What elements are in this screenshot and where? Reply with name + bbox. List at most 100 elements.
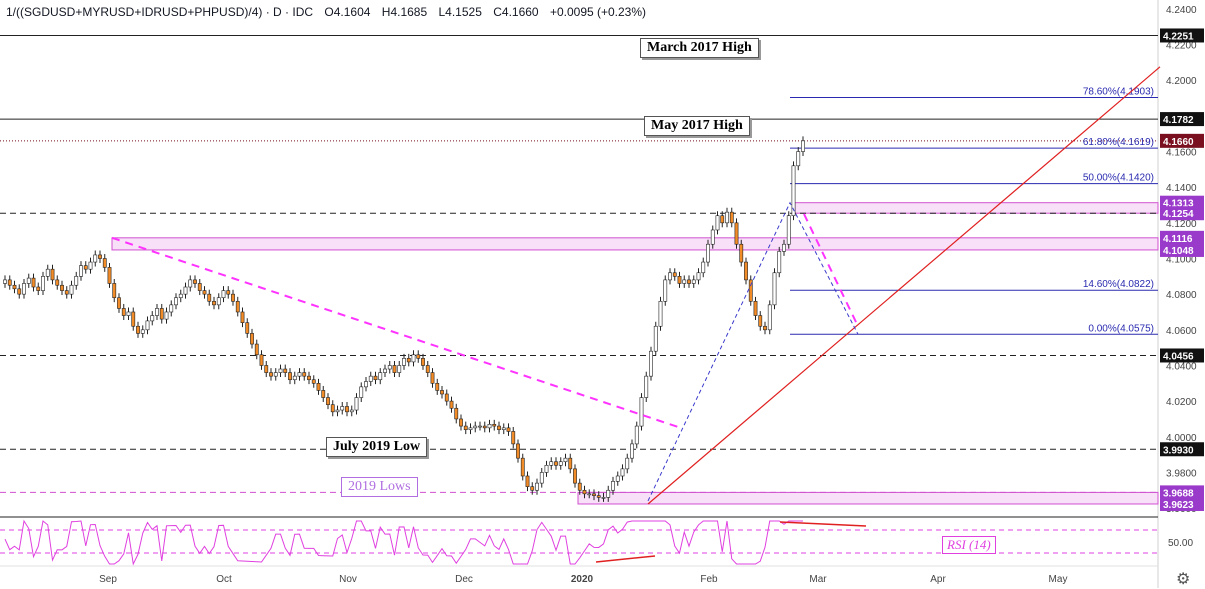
candle-body [687,279,691,284]
candle-body [487,423,492,429]
candle-body [535,482,539,491]
candle-body [725,211,729,224]
y-tick-label: 4.0400 [1166,361,1197,372]
rsi-indicator-label: RSI (14) [942,536,996,554]
x-tick-label: Sep [99,574,117,585]
candle-body [155,308,159,316]
candle-body [497,425,501,430]
candle-body [202,290,207,295]
candle-body [383,368,387,373]
candle-body [102,258,107,268]
candle-body [107,267,112,284]
candle-body [259,354,264,366]
price-tag [1160,442,1204,457]
rsi-divergence-high [779,521,867,527]
candle-body [444,393,449,402]
candle-body [582,489,587,495]
candle-body [739,243,744,263]
candle-body [292,375,297,381]
candle-body [744,261,748,281]
candle-body [140,329,145,334]
price-tag-label: 4.1660 [1163,137,1194,148]
candle-body [164,311,169,320]
candle-body [587,493,592,496]
upper-zone [794,202,1159,214]
candle-body [226,290,231,295]
candle-body [307,375,311,381]
candle-body [26,277,31,284]
candle-body [492,423,497,427]
fib-label: 78.60%(4.1903) [1083,87,1154,98]
candle-body [183,286,188,295]
candle-body [12,284,17,290]
low-value: L4.1525 [438,5,482,19]
rsi-line [4,519,803,566]
candle-body [563,457,568,463]
candle-body [302,372,307,377]
y-tick-label: 4.0200 [1166,397,1197,408]
y-tick-label: 4.0000 [1166,433,1197,444]
candle-body [69,284,74,295]
candle-body [212,300,216,306]
candle-body [791,165,796,217]
candle-body [416,354,421,359]
candle-body [682,279,687,284]
candle-body [402,358,406,366]
candle-body [706,243,710,263]
candle-body [297,372,302,377]
x-tick-label: 2020 [571,574,594,585]
march-2017-high-label: March 2017 High [640,38,759,58]
candle-body [83,265,88,270]
candle-body [506,427,511,432]
candle-body [378,372,383,381]
candle-body [406,358,411,363]
candle-body [197,283,202,291]
candle-body [316,382,321,391]
fib-label: 50.00%(4.1420) [1083,173,1154,184]
candle-body [273,372,278,377]
candle-body [454,407,459,420]
candle-body [145,320,150,331]
y-tick-label: 3.9800 [1166,468,1197,479]
y-tick-label: 4.2200 [1166,41,1197,52]
candle-body [573,468,577,484]
candle-body [98,254,102,259]
candle-body [79,265,83,277]
candle-body [88,261,93,270]
price-tag [1160,28,1204,43]
candle-body [240,311,245,323]
candle-body [568,457,573,470]
candle-body [672,272,677,277]
candle-body [245,322,250,334]
candle-body [554,461,558,466]
candle-body [449,400,454,409]
candle-body [592,493,596,496]
price-tag [1160,195,1204,210]
candle-body [150,315,155,322]
candle-body [653,325,658,352]
candle-body [335,409,340,413]
candle-body [729,211,734,224]
candle-body [668,272,672,281]
price-tag-label: 4.0456 [1163,351,1194,362]
candle-body [250,333,254,345]
candle-body [188,279,193,288]
candle-body [178,293,183,299]
candle-body [330,404,335,413]
gear-icon[interactable]: ⚙ [1176,571,1191,588]
price-tag [1160,242,1204,257]
price-tag-label: 4.1782 [1163,115,1194,126]
y-tick-label: 4.2400 [1166,5,1197,16]
candle-body [55,279,60,286]
candle-body [801,140,805,152]
candle-body [169,304,174,313]
candle-body [17,288,22,295]
y-tick-label: 4.0600 [1166,326,1197,337]
x-tick-label: Dec [455,574,473,585]
candle-body [359,386,364,398]
price-tag [1160,348,1204,363]
candle-body [715,215,720,231]
price-tag-label: 4.2251 [1163,31,1194,42]
candle-body [269,372,273,377]
